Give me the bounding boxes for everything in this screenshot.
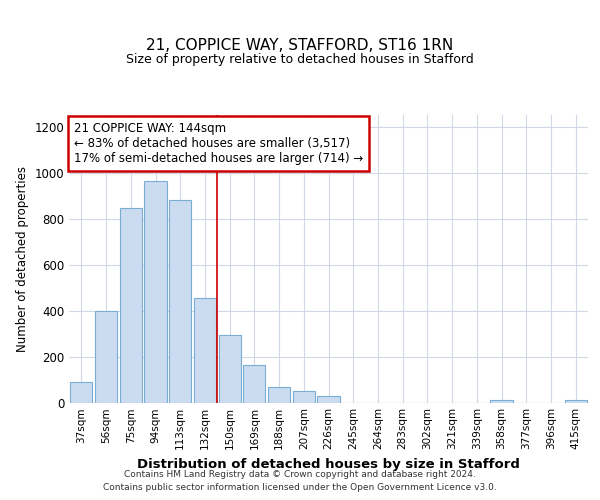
Text: 21 COPPICE WAY: 144sqm
← 83% of detached houses are smaller (3,517)
17% of semi-: 21 COPPICE WAY: 144sqm ← 83% of detached… <box>74 122 364 165</box>
X-axis label: Distribution of detached houses by size in Stafford: Distribution of detached houses by size … <box>137 458 520 471</box>
Bar <box>565 400 587 402</box>
Text: Contains HM Land Registry data © Crown copyright and database right 2024.: Contains HM Land Registry data © Crown c… <box>124 470 476 479</box>
Bar <box>119 208 142 402</box>
Bar <box>317 396 340 402</box>
Bar <box>70 382 92 402</box>
Bar <box>268 387 290 402</box>
Text: Size of property relative to detached houses in Stafford: Size of property relative to detached ho… <box>126 53 474 66</box>
Y-axis label: Number of detached properties: Number of detached properties <box>16 166 29 352</box>
Bar <box>293 391 315 402</box>
Text: 21, COPPICE WAY, STAFFORD, ST16 1RN: 21, COPPICE WAY, STAFFORD, ST16 1RN <box>146 38 454 52</box>
Text: Contains public sector information licensed under the Open Government Licence v3: Contains public sector information licen… <box>103 483 497 492</box>
Bar <box>95 310 117 402</box>
Bar <box>169 200 191 402</box>
Bar <box>218 334 241 402</box>
Bar <box>490 400 512 402</box>
Bar <box>243 365 265 403</box>
Bar <box>145 180 167 402</box>
Bar <box>194 298 216 403</box>
